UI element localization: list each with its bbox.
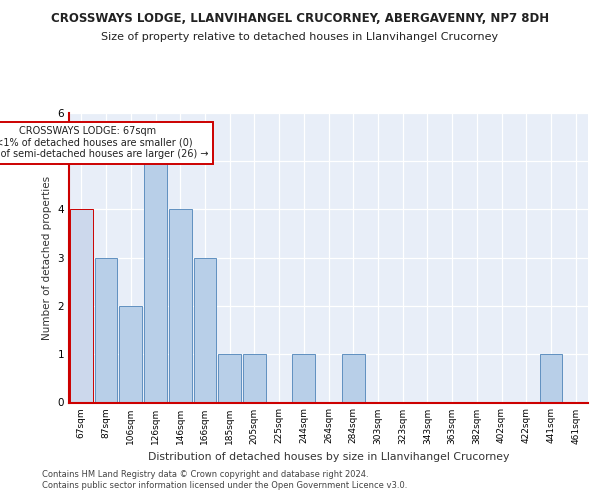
Bar bbox=[144, 161, 167, 402]
Text: CROSSWAYS LODGE: 67sqm
← <1% of detached houses are smaller (0)
>99% of semi-det: CROSSWAYS LODGE: 67sqm ← <1% of detached… bbox=[0, 126, 208, 159]
Y-axis label: Number of detached properties: Number of detached properties bbox=[42, 176, 52, 340]
Bar bbox=[243, 354, 266, 403]
Bar bbox=[539, 354, 562, 403]
Bar bbox=[70, 209, 93, 402]
Bar bbox=[169, 209, 191, 402]
Text: Contains HM Land Registry data © Crown copyright and database right 2024.: Contains HM Land Registry data © Crown c… bbox=[42, 470, 368, 479]
X-axis label: Distribution of detached houses by size in Llanvihangel Crucorney: Distribution of detached houses by size … bbox=[148, 452, 509, 462]
Bar bbox=[342, 354, 365, 403]
Text: CROSSWAYS LODGE, LLANVIHANGEL CRUCORNEY, ABERGAVENNY, NP7 8DH: CROSSWAYS LODGE, LLANVIHANGEL CRUCORNEY,… bbox=[51, 12, 549, 26]
Bar bbox=[292, 354, 315, 403]
Text: Size of property relative to detached houses in Llanvihangel Crucorney: Size of property relative to detached ho… bbox=[101, 32, 499, 42]
Text: Contains public sector information licensed under the Open Government Licence v3: Contains public sector information licen… bbox=[42, 481, 407, 490]
Bar bbox=[194, 258, 216, 402]
Bar bbox=[95, 258, 118, 402]
Bar bbox=[218, 354, 241, 403]
Bar bbox=[119, 306, 142, 402]
